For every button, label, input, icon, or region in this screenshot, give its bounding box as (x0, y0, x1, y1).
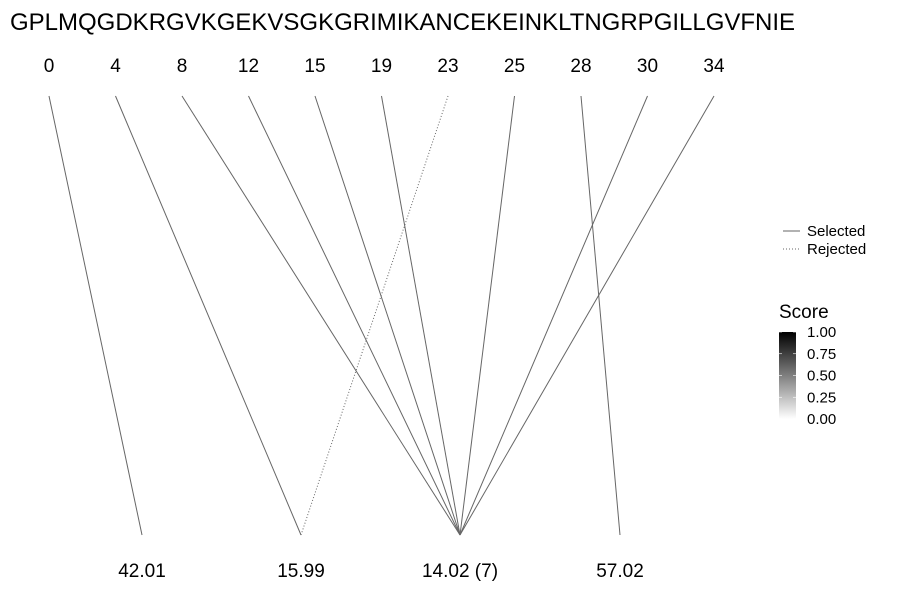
score-colorbar-ticks: 1.00 0.75 0.50 0.25 0.00 (779, 324, 836, 428)
legend-selected-label: Selected (807, 223, 865, 240)
top-position-label: 15 (304, 56, 325, 77)
link-line-selected (459, 95, 515, 536)
link-line-selected (459, 95, 715, 536)
bottom-value-label: 15.99 (277, 561, 325, 582)
score-tick-label: 0.50 (807, 368, 836, 385)
top-position-label: 19 (371, 56, 392, 77)
link-line-selected (381, 95, 461, 536)
top-position-labels: 0 4 8 12 15 19 23 25 28 30 34 (44, 56, 725, 77)
link-line-selected (248, 95, 461, 536)
top-position-label: 23 (437, 56, 458, 77)
bottom-value-label: 42.01 (118, 561, 166, 582)
score-tick-label: 0.25 (807, 389, 836, 406)
score-legend-title: Score (779, 302, 829, 323)
bottom-value-label: 14.02 (7) (422, 561, 498, 582)
link-line-selected (580, 95, 621, 536)
top-position-label: 28 (570, 56, 591, 77)
link-line-selected (459, 95, 648, 536)
link-line-selected (314, 95, 461, 536)
top-position-label: 34 (703, 56, 725, 77)
bottom-value-labels: 42.01 15.99 14.02 (7) 57.02 (118, 561, 644, 582)
link-lines (48, 95, 715, 536)
score-legend: Score 1.00 0.75 0.50 0.25 0.00 (779, 302, 836, 428)
score-tick-label: 0.00 (807, 411, 836, 428)
top-position-label: 4 (110, 56, 121, 77)
linetype-legend: Selected Rejected (783, 223, 866, 258)
top-position-label: 8 (177, 56, 188, 77)
link-line-selected (115, 95, 302, 536)
top-position-label: 30 (637, 56, 658, 77)
link-line-selected (48, 95, 143, 536)
link-line-selected (181, 95, 461, 536)
link-line-rejected (300, 95, 449, 536)
score-colorbar (779, 332, 796, 419)
score-tick-label: 1.00 (807, 324, 836, 341)
top-position-label: 0 (44, 56, 55, 77)
sequence-text: GPLMQGDKRGVKGEKVSGKGRIMIKANCEKEINKLTNGRP… (10, 9, 795, 36)
bottom-value-label: 57.02 (596, 561, 644, 582)
legend-rejected-label: Rejected (807, 241, 866, 258)
top-position-label: 25 (504, 56, 525, 77)
top-position-label: 12 (238, 56, 259, 77)
score-tick-label: 0.75 (807, 346, 836, 363)
